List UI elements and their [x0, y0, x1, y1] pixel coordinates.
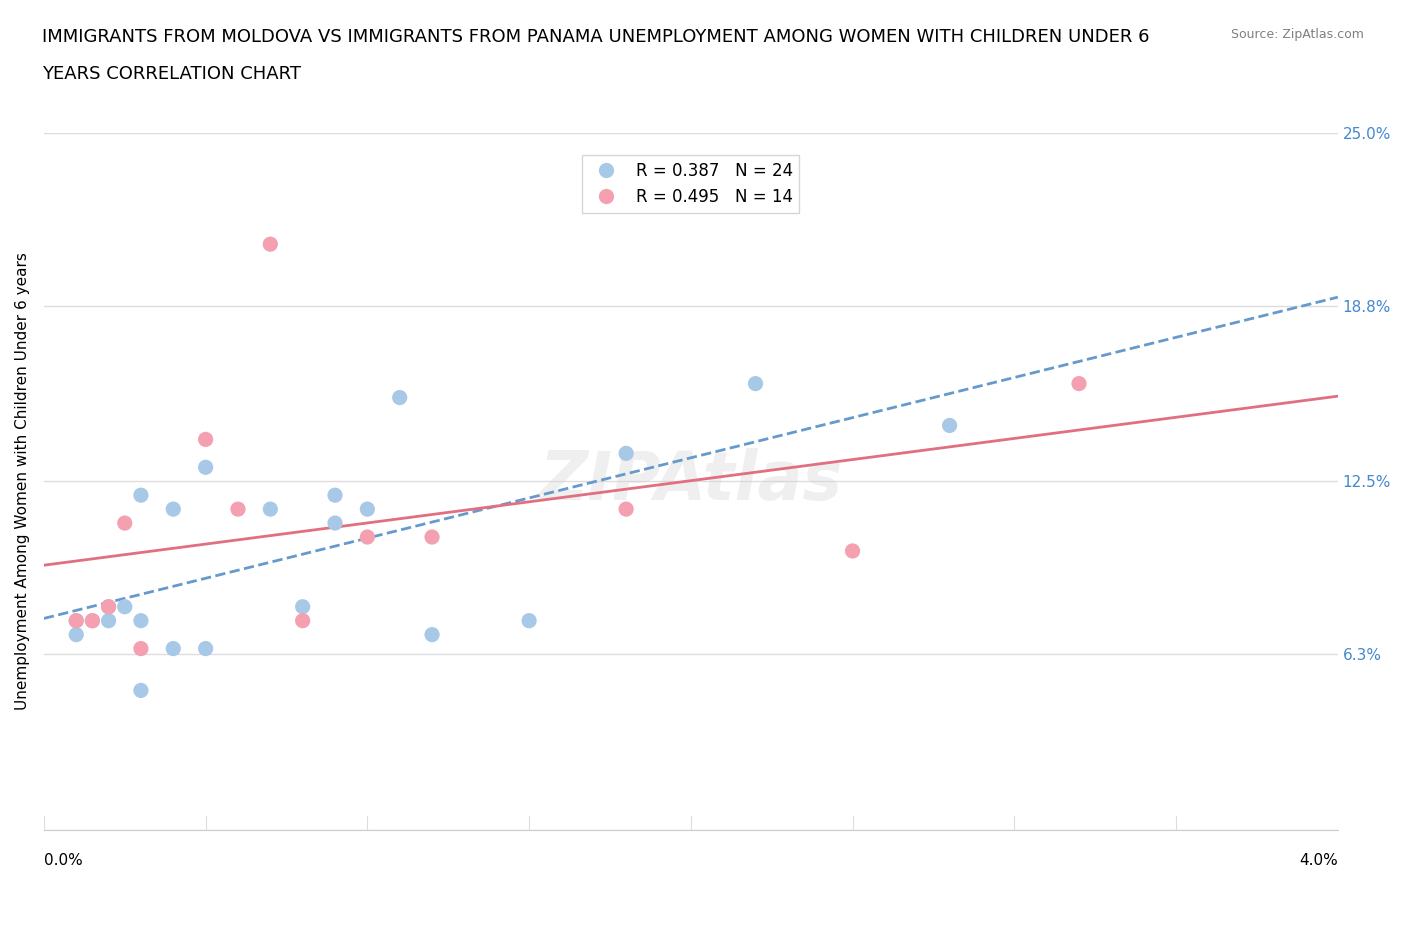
Text: 4.0%: 4.0% [1299, 853, 1337, 868]
Point [420, 627, 443, 642]
Point [291, 599, 314, 614]
Point [226, 501, 249, 516]
Point [938, 418, 960, 432]
Point [65, 613, 87, 628]
Text: Source: ZipAtlas.com: Source: ZipAtlas.com [1230, 28, 1364, 41]
Point [162, 501, 184, 516]
Point [129, 641, 152, 656]
Point [114, 599, 136, 614]
Point [614, 445, 637, 460]
Point [194, 432, 217, 446]
Point [129, 487, 152, 502]
Point [323, 487, 346, 502]
Point [356, 529, 378, 544]
Point [65, 627, 87, 642]
Y-axis label: Unemployment Among Women with Children Under 6 years: Unemployment Among Women with Children U… [15, 252, 30, 711]
Point [420, 529, 443, 544]
Text: ZIPAtlas: ZIPAtlas [540, 448, 842, 514]
Point [356, 501, 378, 516]
Point [323, 515, 346, 530]
Point [259, 501, 281, 516]
Point [614, 501, 637, 516]
Point [82, 613, 104, 628]
Point [388, 390, 411, 405]
Text: 0.0%: 0.0% [44, 853, 83, 868]
Point [1067, 376, 1090, 391]
Point [162, 641, 184, 656]
Point [97, 599, 120, 614]
Point [194, 459, 217, 474]
Point [82, 613, 104, 628]
Legend: R = 0.387   N = 24, R = 0.495   N = 14: R = 0.387 N = 24, R = 0.495 N = 14 [582, 155, 800, 213]
Point [129, 613, 152, 628]
Text: YEARS CORRELATION CHART: YEARS CORRELATION CHART [42, 65, 301, 83]
Point [65, 613, 87, 628]
Point [291, 613, 314, 628]
Point [114, 515, 136, 530]
Point [97, 613, 120, 628]
Point [259, 237, 281, 252]
Point [129, 683, 152, 698]
Point [97, 599, 120, 614]
Point [517, 613, 540, 628]
Point [744, 376, 766, 391]
Point [194, 641, 217, 656]
Point [841, 543, 863, 558]
Text: IMMIGRANTS FROM MOLDOVA VS IMMIGRANTS FROM PANAMA UNEMPLOYMENT AMONG WOMEN WITH : IMMIGRANTS FROM MOLDOVA VS IMMIGRANTS FR… [42, 28, 1150, 46]
